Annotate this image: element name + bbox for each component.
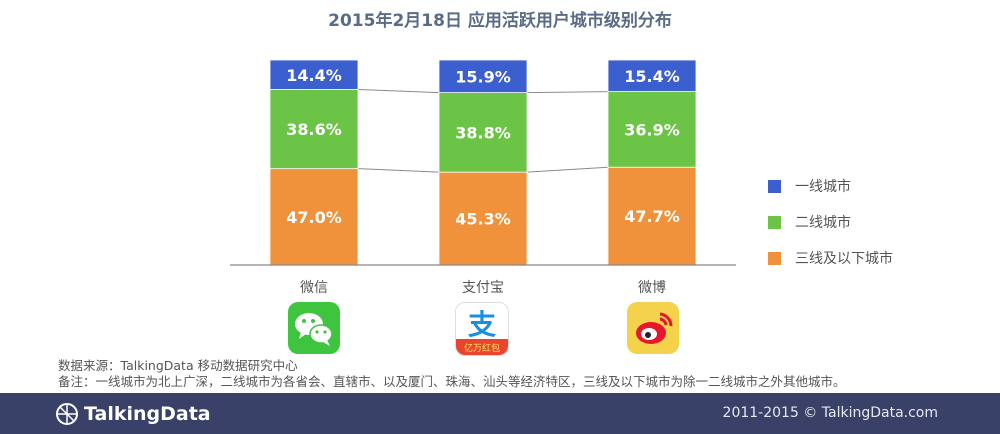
- copyright: 2011-2015 © TalkingData.com: [722, 405, 938, 421]
- chart-title: 2015年2月18日 应用活跃用户城市级别分布: [328, 11, 672, 31]
- connector-line: [526, 166, 609, 173]
- category-label: 支付宝: [462, 280, 504, 296]
- legend-label-tier3: 三线及以下城市: [795, 251, 893, 267]
- bar-segment: [269, 89, 359, 170]
- legend-item-tier2: 二线城市: [768, 204, 893, 240]
- data-label: 36.9%: [624, 120, 680, 139]
- connector-line: [526, 91, 609, 94]
- bar-segment: [607, 91, 697, 168]
- legend-swatch-tier1: [768, 179, 781, 193]
- bar-segment: [607, 166, 697, 266]
- bar-segment: [269, 59, 359, 90]
- data-label: 38.6%: [286, 120, 342, 139]
- bar-segment: [269, 168, 359, 266]
- connector-line: [357, 168, 440, 173]
- brand-logo: TalkingData: [55, 402, 211, 426]
- data-label: 15.4%: [624, 67, 680, 86]
- legend-swatch-tier2: [768, 215, 781, 229]
- legend-item-tier1: 一线城市: [768, 168, 893, 204]
- remark-line: 备注：一线城市为北上广深，二线城市为各省会、直辖市、以及厦门、珠海、汕头等经济特…: [58, 374, 846, 389]
- alipay-icon: 支 亿万红包: [455, 302, 509, 356]
- legend-swatch-tier3: [768, 251, 781, 265]
- legend-item-tier3: 三线及以下城市: [768, 240, 893, 276]
- data-label: 38.8%: [455, 123, 511, 142]
- legend: 一线城市 二线城市 三线及以下城市: [768, 168, 893, 276]
- weibo-icon: [627, 302, 679, 354]
- bar-segment: [438, 92, 528, 173]
- talkingdata-logo-icon: [56, 403, 78, 425]
- source-note: 数据来源：TalkingData 移动数据研究中心 备注：一线城市为北上广深，二…: [58, 358, 846, 390]
- stacked-bar-chart: 47.0% 38.6% 14.4% 微信 45.3% 38.8% 15.9% 支付宝 47.7%…: [230, 59, 736, 296]
- data-label: 47.7%: [624, 207, 680, 226]
- bar-segment: [607, 59, 697, 92]
- alipay-glyph: 支: [468, 308, 496, 341]
- category-label: 微博: [638, 279, 666, 296]
- data-label: 47.0%: [286, 208, 342, 227]
- connector-line: [357, 89, 440, 94]
- data-label: 15.9%: [455, 67, 511, 86]
- data-label: 45.3%: [455, 210, 511, 229]
- footer-bar: TalkingData 2011-2015 © TalkingData.com: [0, 393, 1000, 434]
- bar-segment: [438, 171, 528, 266]
- data-label: 14.4%: [286, 66, 342, 85]
- legend-label-tier2: 二线城市: [795, 215, 851, 231]
- category-label: 微信: [300, 280, 328, 296]
- source-line: 数据来源：TalkingData 移动数据研究中心: [58, 358, 298, 373]
- brand-name: TalkingData: [84, 403, 211, 425]
- bar-segment: [438, 59, 528, 93]
- legend-label-tier1: 一线城市: [795, 179, 851, 195]
- alipay-badge-text: 亿万红包: [464, 342, 500, 354]
- wechat-icon: [288, 302, 340, 354]
